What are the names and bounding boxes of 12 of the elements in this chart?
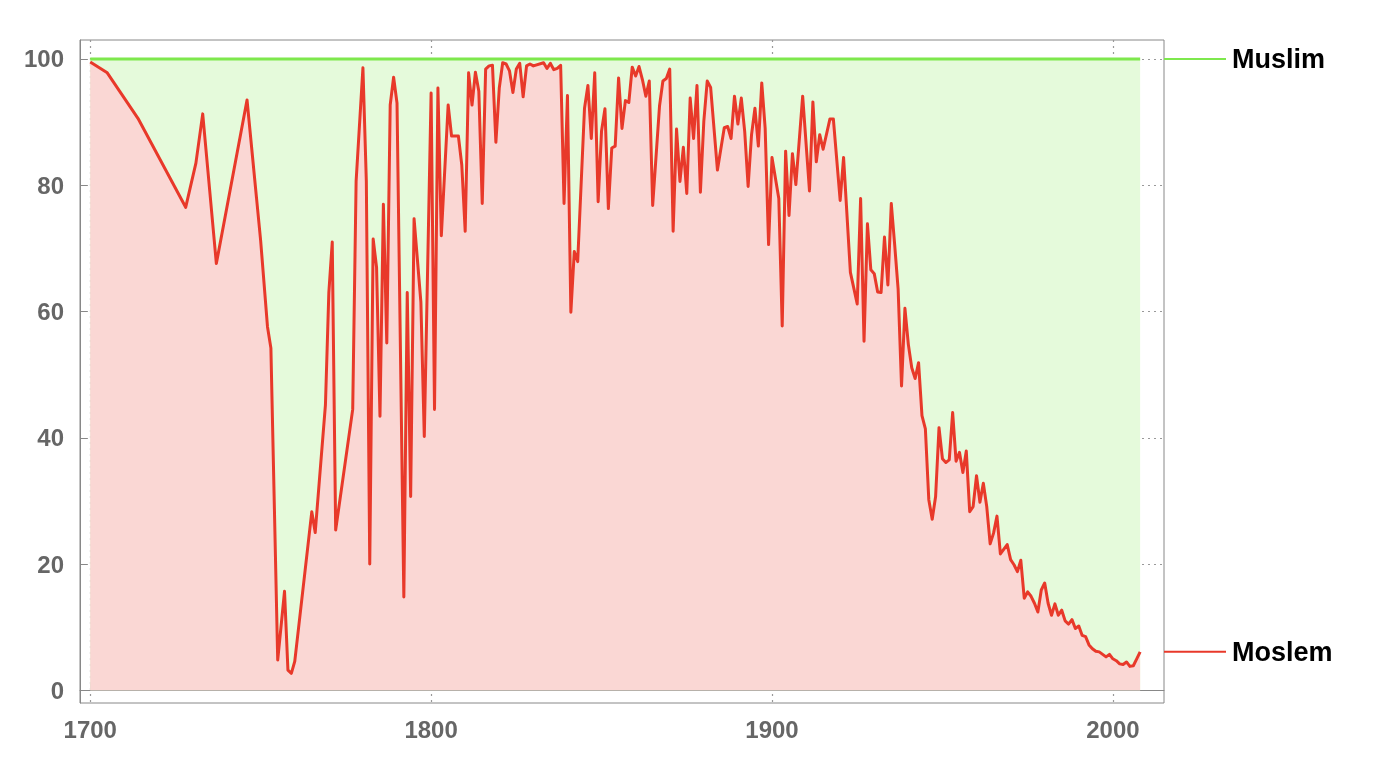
x-tick-label: 1700	[63, 715, 117, 743]
x-tick-label: 1800	[404, 715, 458, 743]
legend-label: Muslim	[1232, 43, 1326, 74]
y-tick-label: 60	[37, 298, 64, 326]
y-tick-label: 0	[50, 676, 64, 704]
y-tick-label: 40	[37, 424, 64, 452]
x-tick-label: 2000	[1086, 715, 1140, 743]
legend-label: Moslem	[1232, 636, 1333, 667]
y-tick-label: 80	[37, 171, 64, 199]
y-tick-label: 20	[37, 550, 64, 578]
x-tick-label: 1900	[745, 715, 799, 743]
y-tick-label: 100	[23, 45, 64, 73]
